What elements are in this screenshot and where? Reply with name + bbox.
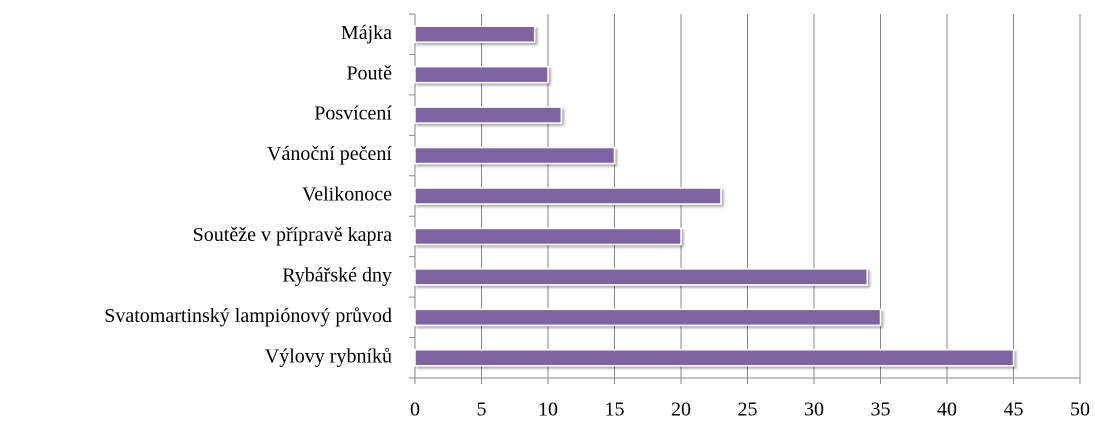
x-tick-label: 15	[605, 399, 625, 421]
x-tick-label: 5	[477, 399, 487, 421]
x-tick-label: 10	[538, 399, 558, 421]
y-tick-label: Poutě	[346, 62, 392, 84]
y-tick-label: Vánoční pečení	[267, 143, 392, 165]
x-tick-label: 45	[1004, 399, 1024, 421]
y-tick-label: Velikonoce	[302, 184, 392, 206]
bar	[414, 187, 722, 205]
bar	[414, 25, 536, 43]
bar	[414, 146, 616, 165]
x-tick-label: 50	[1070, 399, 1090, 421]
y-tick-label: Posvícení	[314, 103, 392, 125]
y-tick-label: Soutěže v přípravě kapra	[193, 224, 392, 246]
y-tick-label: Výlovy rybníků	[265, 345, 392, 367]
y-tick-label: Svatomartinský lampiónový průvod	[104, 305, 392, 327]
bar	[414, 268, 868, 286]
x-tick-label: 40	[937, 399, 957, 421]
bar	[414, 349, 1015, 367]
bar	[414, 106, 563, 124]
x-tick-label: 25	[738, 399, 758, 421]
y-tick-label: Rybářské dny	[282, 264, 392, 286]
bar	[414, 308, 882, 327]
y-tick-label: Májka	[341, 22, 392, 44]
x-tick-label: 35	[871, 399, 891, 421]
x-tick-label: 20	[671, 399, 691, 421]
bar	[414, 65, 549, 84]
bar	[414, 227, 682, 246]
x-tick-label: 30	[804, 399, 824, 421]
x-tick-label: 0	[410, 399, 420, 421]
